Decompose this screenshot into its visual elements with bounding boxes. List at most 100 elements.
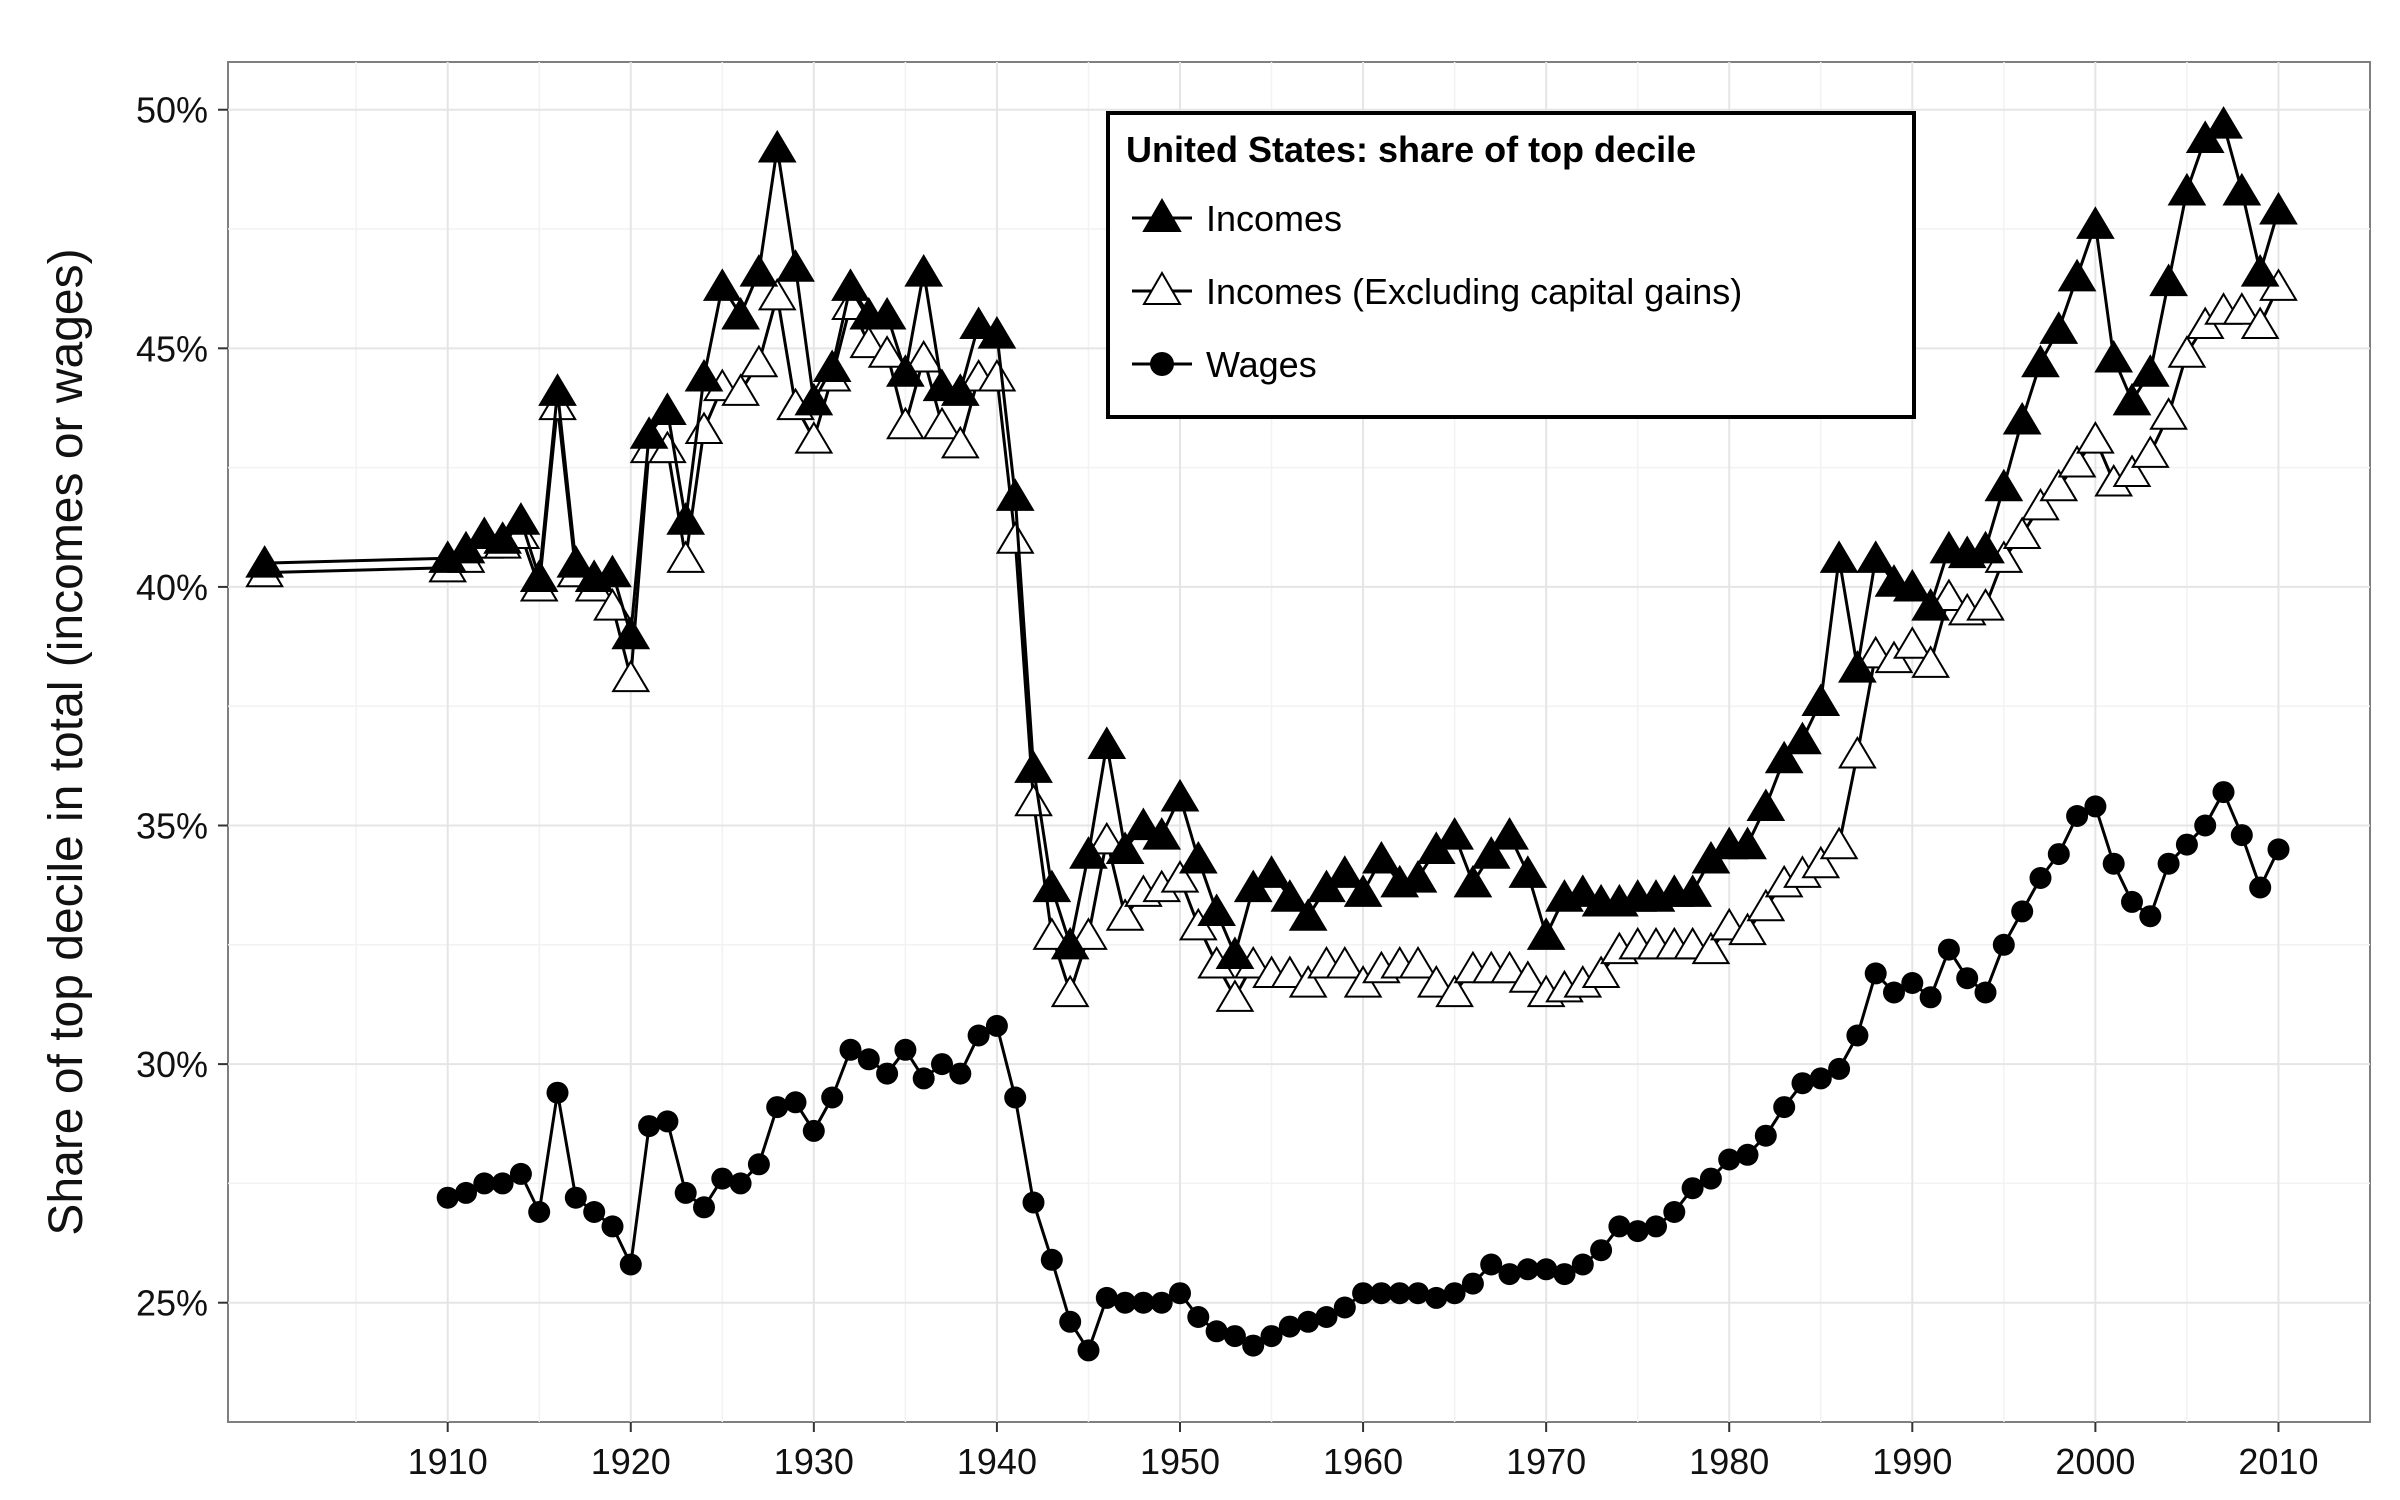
data-point (1819, 826, 1859, 860)
data-point (1838, 650, 1877, 683)
data-point (1626, 1220, 1649, 1243)
data-point (656, 1110, 679, 1133)
data-point (886, 354, 925, 387)
data-point (904, 339, 944, 373)
data-point (1187, 1306, 1210, 1328)
data-point (666, 502, 706, 535)
data-point (1169, 1282, 1191, 1305)
data-point (1480, 1253, 1503, 1276)
x-tick-label: 1940 (957, 1441, 1037, 1482)
data-point (1260, 1325, 1283, 1348)
data-point (959, 306, 998, 340)
x-tick-label: 1920 (591, 1441, 671, 1482)
data-point (721, 296, 760, 330)
data-point (857, 1048, 880, 1071)
data-point (2021, 344, 2060, 378)
y-tick-label: 50% (136, 90, 208, 131)
data-point (1105, 898, 1145, 931)
data-point (1160, 778, 1200, 812)
data-point (802, 1119, 825, 1142)
data-point (1069, 917, 1108, 950)
data-point (2057, 258, 2097, 292)
data-point (1416, 965, 1456, 998)
data-point (1984, 468, 2024, 502)
data-point (940, 373, 980, 406)
data-point (1728, 826, 1767, 860)
data-point (2121, 890, 2143, 913)
data-point (1754, 1124, 1777, 1147)
data-point (1992, 933, 2015, 956)
data-point (1673, 874, 1712, 907)
y-tick-label: 35% (136, 806, 208, 847)
data-point (501, 502, 541, 535)
x-tick-label: 1970 (1506, 1441, 1586, 1482)
data-point (674, 1181, 697, 1204)
data-point (1398, 860, 1438, 893)
data-point (2167, 172, 2207, 206)
data-point (977, 358, 1017, 392)
data-point (2267, 838, 2290, 861)
data-point (1388, 1282, 1411, 1305)
data-point (2112, 454, 2152, 487)
data-point (849, 325, 889, 359)
data-point (1699, 1167, 1722, 1190)
data-point (1461, 1272, 1484, 1295)
data-point (2084, 795, 2107, 818)
data-point (1435, 974, 1474, 1008)
data-point (1087, 821, 1127, 855)
data-point (2167, 335, 2207, 368)
data-point (1004, 1086, 1027, 1109)
data-point (619, 1253, 642, 1276)
data-point (757, 129, 797, 163)
data-point (1966, 588, 2005, 621)
data-point (1911, 645, 1950, 678)
data-point (876, 1062, 899, 1085)
data-point (1764, 740, 1804, 774)
data-point (611, 616, 651, 650)
legend-label-incomes: Incomes (1206, 198, 1342, 239)
data-point (831, 287, 870, 320)
data-point (1032, 869, 1072, 903)
data-point (912, 1067, 935, 1090)
data-point (1590, 1239, 1613, 1262)
data-point (1645, 1215, 1667, 1238)
legend-marker-filled-circle (1150, 352, 1174, 376)
data-point (2021, 487, 2060, 521)
legend-title: United States: share of top decile (1126, 129, 1696, 170)
data-point (2130, 435, 2170, 468)
data-point (2002, 401, 2042, 435)
data-point (1087, 726, 1127, 759)
data-point (611, 659, 651, 693)
y-tick-label: 45% (136, 328, 208, 369)
data-point (1050, 926, 1090, 960)
data-point (491, 1172, 514, 1195)
data-point (1974, 981, 1997, 1004)
data-point (2039, 311, 2079, 344)
data-point (1791, 1072, 1814, 1095)
x-tick-label: 1910 (408, 1441, 488, 1482)
data-point (2230, 824, 2253, 847)
data-point (1040, 1248, 1063, 1271)
data-point (2094, 339, 2134, 373)
data-point (1315, 1306, 1338, 1328)
data-point (1050, 974, 1090, 1008)
data-point (538, 373, 577, 406)
data-point (2240, 306, 2280, 340)
data-point (1736, 1143, 1759, 1166)
y-axis-title: Share of top decile in total (incomes or… (40, 248, 93, 1235)
data-point (1215, 936, 1255, 969)
data-point (1278, 1315, 1301, 1338)
axes: 1910 1920 1930 1940 1950 1960 1970 1980 1990 2000… (136, 90, 2319, 1482)
data-point (1846, 1024, 1869, 1047)
series-layer (245, 106, 2298, 1362)
data-point (1288, 898, 1328, 931)
data-point (967, 1024, 990, 1047)
data-point (1352, 1282, 1375, 1305)
data-point (995, 478, 1035, 511)
data-point (812, 349, 852, 383)
data-point (1343, 874, 1383, 907)
data-point (2212, 781, 2235, 804)
data-point (564, 1186, 587, 1209)
data-point (2011, 900, 2034, 923)
data-point (1681, 1177, 1704, 1200)
